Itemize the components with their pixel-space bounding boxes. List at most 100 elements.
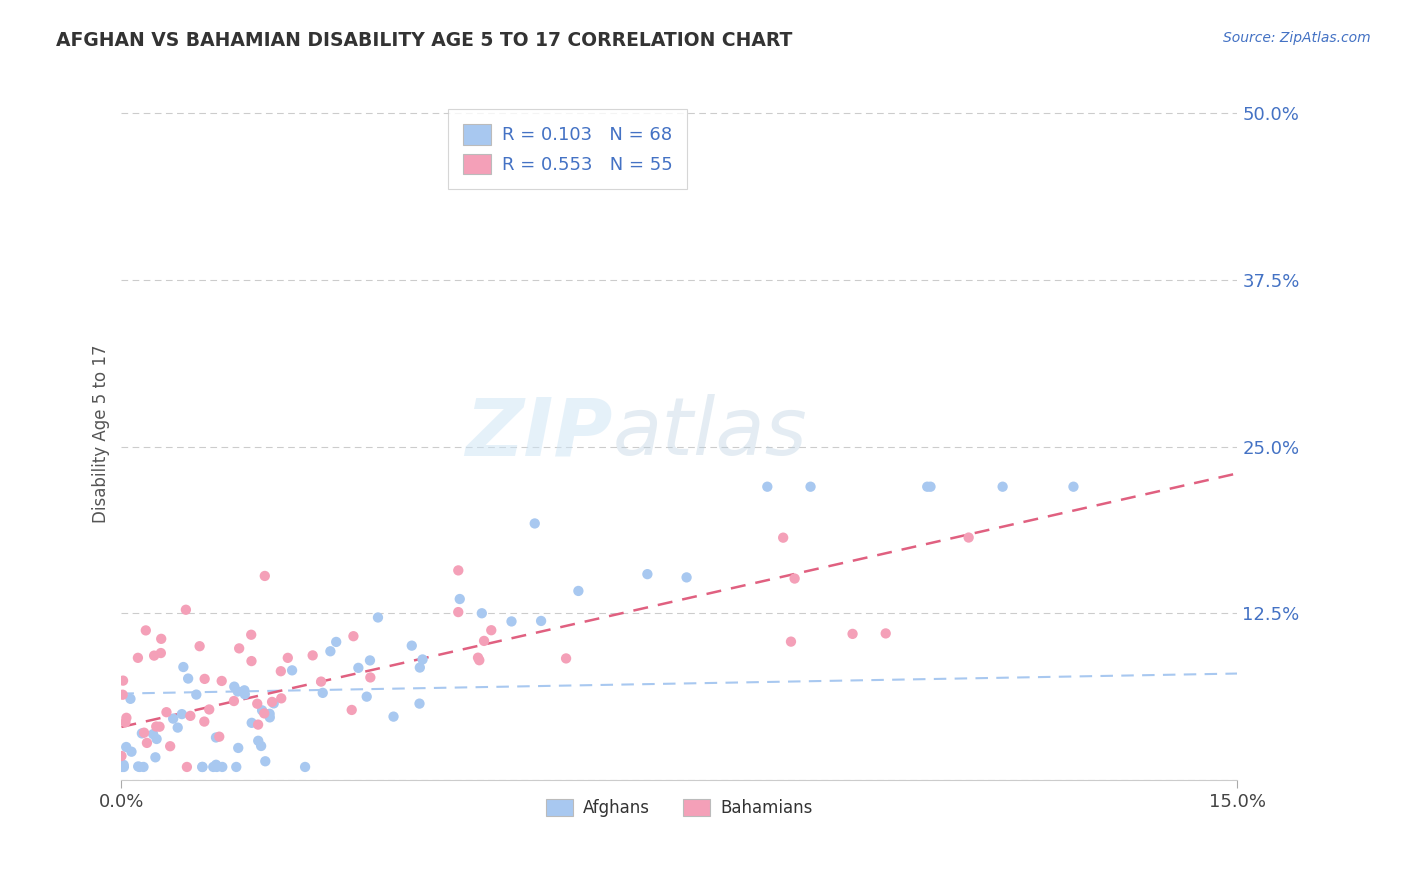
- Point: [233, 683, 256, 698]
- Point: [915, 480, 938, 494]
- Point: [472, 634, 495, 648]
- Y-axis label: Disability Age 5 to 17: Disability Age 5 to 17: [93, 344, 110, 523]
- Point: [920, 480, 942, 494]
- Point: [259, 710, 281, 724]
- Point: [347, 661, 370, 675]
- Point: [342, 629, 364, 643]
- Point: [205, 731, 228, 745]
- Point: [155, 705, 177, 719]
- Point: [120, 691, 142, 706]
- Point: [409, 660, 432, 674]
- Point: [523, 516, 546, 531]
- Point: [312, 686, 335, 700]
- Point: [112, 673, 135, 688]
- Point: [176, 760, 198, 774]
- Point: [468, 653, 491, 667]
- Point: [132, 725, 155, 739]
- Point: [142, 727, 165, 741]
- Point: [179, 709, 201, 723]
- Point: [530, 614, 553, 628]
- Point: [198, 702, 221, 716]
- Point: [247, 733, 270, 747]
- Point: [367, 610, 389, 624]
- Point: [115, 711, 138, 725]
- Point: [202, 760, 225, 774]
- Point: [359, 653, 381, 667]
- Point: [191, 760, 214, 774]
- Point: [467, 650, 489, 665]
- Point: [247, 717, 270, 731]
- Text: AFGHAN VS BAHAMIAN DISABILITY AGE 5 TO 17 CORRELATION CHART: AFGHAN VS BAHAMIAN DISABILITY AGE 5 TO 1…: [56, 31, 793, 50]
- Point: [382, 709, 405, 723]
- Point: [636, 567, 658, 582]
- Point: [240, 628, 263, 642]
- Point: [250, 703, 273, 717]
- Point: [191, 760, 214, 774]
- Point: [412, 652, 434, 666]
- Point: [162, 712, 184, 726]
- Point: [186, 688, 208, 702]
- Point: [309, 674, 332, 689]
- Point: [194, 672, 217, 686]
- Point: [205, 757, 228, 772]
- Point: [270, 664, 292, 678]
- Point: [841, 627, 863, 641]
- Point: [356, 690, 378, 704]
- Point: [174, 603, 197, 617]
- Text: Source: ZipAtlas.com: Source: ZipAtlas.com: [1223, 31, 1371, 45]
- Point: [501, 615, 523, 629]
- Point: [225, 760, 247, 774]
- Point: [111, 760, 134, 774]
- Point: [132, 760, 155, 774]
- Point: [205, 760, 228, 774]
- Point: [780, 634, 803, 648]
- Point: [114, 715, 136, 730]
- Point: [277, 651, 299, 665]
- Point: [111, 688, 134, 702]
- Point: [166, 721, 188, 735]
- Point: [408, 697, 430, 711]
- Point: [121, 745, 143, 759]
- Text: atlas: atlas: [613, 394, 807, 473]
- Point: [675, 570, 697, 584]
- Point: [259, 706, 281, 721]
- Point: [253, 569, 276, 583]
- Point: [115, 739, 138, 754]
- Point: [150, 632, 173, 646]
- Text: ZIP: ZIP: [465, 394, 613, 473]
- Point: [875, 626, 897, 640]
- Point: [401, 639, 423, 653]
- Point: [226, 740, 249, 755]
- Point: [756, 480, 779, 494]
- Point: [447, 605, 470, 619]
- Point: [555, 651, 578, 665]
- Point: [193, 714, 215, 729]
- Point: [127, 650, 149, 665]
- Point: [471, 607, 494, 621]
- Point: [772, 531, 794, 545]
- Point: [211, 760, 233, 774]
- Point: [148, 720, 170, 734]
- Point: [110, 749, 132, 764]
- Point: [135, 624, 157, 638]
- Point: [567, 583, 589, 598]
- Point: [294, 760, 316, 774]
- Point: [112, 758, 135, 772]
- Point: [240, 654, 263, 668]
- Point: [325, 635, 347, 649]
- Point: [224, 680, 246, 694]
- Point: [263, 697, 285, 711]
- Point: [253, 706, 276, 721]
- Point: [170, 707, 193, 722]
- Point: [145, 719, 167, 733]
- Point: [254, 754, 277, 768]
- Point: [145, 731, 167, 746]
- Point: [228, 641, 250, 656]
- Point: [149, 646, 172, 660]
- Point: [131, 726, 153, 740]
- Point: [127, 759, 149, 773]
- Point: [270, 691, 292, 706]
- Point: [136, 736, 159, 750]
- Point: [319, 644, 342, 658]
- Point: [479, 624, 502, 638]
